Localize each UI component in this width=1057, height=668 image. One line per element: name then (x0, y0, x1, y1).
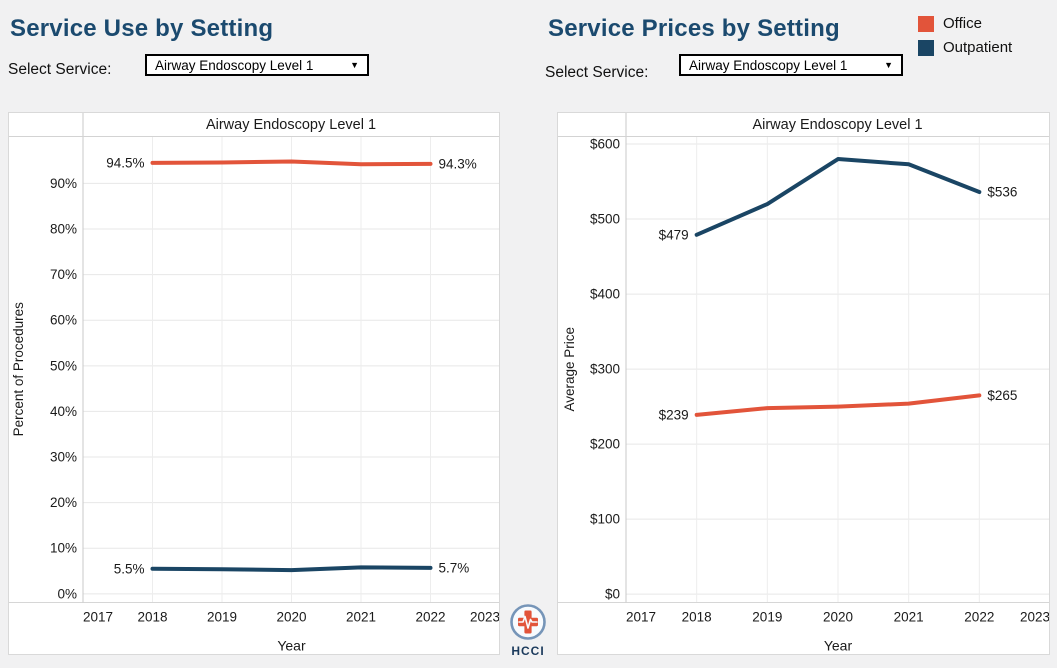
data-label-first: 94.5% (106, 155, 144, 170)
legend-label-outpatient: Outpatient (943, 39, 1013, 56)
legend-item-outpatient: Outpatient (918, 39, 1012, 56)
dropdown-arrow-icon: ▼ (350, 60, 359, 70)
x-tick-label: 2018 (682, 610, 712, 625)
y-tick-label: $300 (590, 362, 620, 377)
data-label-last: $265 (987, 388, 1017, 403)
use-chart-title-band: Airway Endoscopy Level 1 (9, 113, 499, 137)
x-tick-label: 2021 (894, 610, 924, 625)
x-tick-label: 2023 (470, 610, 499, 625)
prices-section-title: Service Prices by Setting (548, 15, 840, 42)
use-select-service-label: Select Service: (8, 61, 112, 78)
series-line-outpatient (694, 157, 982, 237)
series-line-office (694, 393, 982, 417)
prices-chart-title-band: Airway Endoscopy Level 1 (558, 113, 1049, 137)
legend: Office Outpatient (918, 15, 1012, 56)
y-tick-label: 30% (50, 450, 77, 465)
prices-service-select[interactable]: Airway Endoscopy Level 1 ▼ (679, 54, 903, 76)
data-label-first: $239 (659, 407, 689, 422)
x-tick-label: 2022 (415, 610, 445, 625)
hcci-logo-text: HCCI (511, 644, 545, 658)
y-tick-label: 50% (50, 358, 77, 373)
use-chart-svg: 0% 10% 20% 30% 40% 50% 60% 70% 80% 90% 2017 2018 201… (9, 113, 500, 654)
office-swatch (918, 15, 934, 32)
data-label-first: $479 (659, 227, 689, 242)
data-label-last: 5.7% (439, 560, 470, 575)
series-line-outpatient (150, 565, 433, 573)
x-tick-label: 2022 (964, 610, 994, 625)
outpatient-swatch (918, 39, 934, 56)
x-tick-label: 2021 (346, 610, 376, 625)
y-tick-label: 60% (50, 313, 77, 328)
x-tick-label: 2018 (137, 610, 167, 625)
y-tick-label: 80% (50, 222, 77, 237)
y-axis-title: Percent of Procedures (11, 302, 26, 437)
y-axis-title: Average Price (562, 327, 577, 412)
y-tick-label: 0% (57, 586, 77, 601)
x-tick-label: 2017 (83, 610, 113, 625)
x-tick-label: 2017 (626, 610, 656, 625)
y-tick-label: 10% (50, 541, 77, 556)
data-label-first: 5.5% (114, 561, 145, 576)
y-tick-label: $200 (590, 437, 620, 452)
y-tick-label: $0 (605, 587, 620, 602)
x-tick-label: 2019 (207, 610, 237, 625)
y-tick-label: $400 (590, 287, 620, 302)
x-tick-label: 2020 (276, 610, 306, 625)
data-label-last: $536 (987, 185, 1017, 200)
use-section-title: Service Use by Setting (10, 15, 274, 42)
x-tick-label: 2020 (823, 610, 853, 625)
x-axis-title: Year (277, 638, 306, 654)
x-tick-label: 2023 (1020, 610, 1049, 625)
use-chart-title: Airway Endoscopy Level 1 (205, 117, 377, 133)
y-tick-label: $600 (590, 137, 620, 152)
use-chart-panel: 0% 10% 20% 30% 40% 50% 60% 70% 80% 90% 2017 2018 201… (8, 112, 500, 655)
prices-service-select-value: Airway Endoscopy Level 1 (689, 57, 848, 73)
legend-item-office: Office (918, 15, 1012, 32)
data-label-last: 94.3% (439, 156, 477, 171)
y-tick-label: $100 (590, 512, 620, 527)
hcci-logo: HCCI (504, 601, 552, 658)
x-tick-label: 2019 (752, 610, 782, 625)
use-service-select[interactable]: Airway Endoscopy Level 1 ▼ (145, 54, 369, 76)
legend-label-office: Office (943, 15, 982, 32)
prices-chart-svg: $0 $100 $200 $300 $400 $500 $600 2017 2018 2019 20… (558, 113, 1050, 654)
hcci-logo-icon (510, 604, 546, 640)
prices-select-service-label: Select Service: (545, 64, 649, 81)
y-tick-label: 90% (50, 176, 77, 191)
series-line-office (150, 159, 433, 167)
x-axis-title: Year (824, 638, 853, 654)
prices-chart-panel: $0 $100 $200 $300 $400 $500 $600 2017 2018 2019 20… (557, 112, 1050, 655)
dropdown-arrow-icon: ▼ (884, 60, 893, 70)
y-tick-label: $500 (590, 212, 620, 227)
use-service-select-value: Airway Endoscopy Level 1 (155, 57, 314, 73)
y-tick-label: 70% (50, 267, 77, 282)
y-tick-label: 40% (50, 404, 77, 419)
y-tick-label: 20% (50, 495, 77, 510)
prices-chart-title: Airway Endoscopy Level 1 (752, 117, 923, 133)
